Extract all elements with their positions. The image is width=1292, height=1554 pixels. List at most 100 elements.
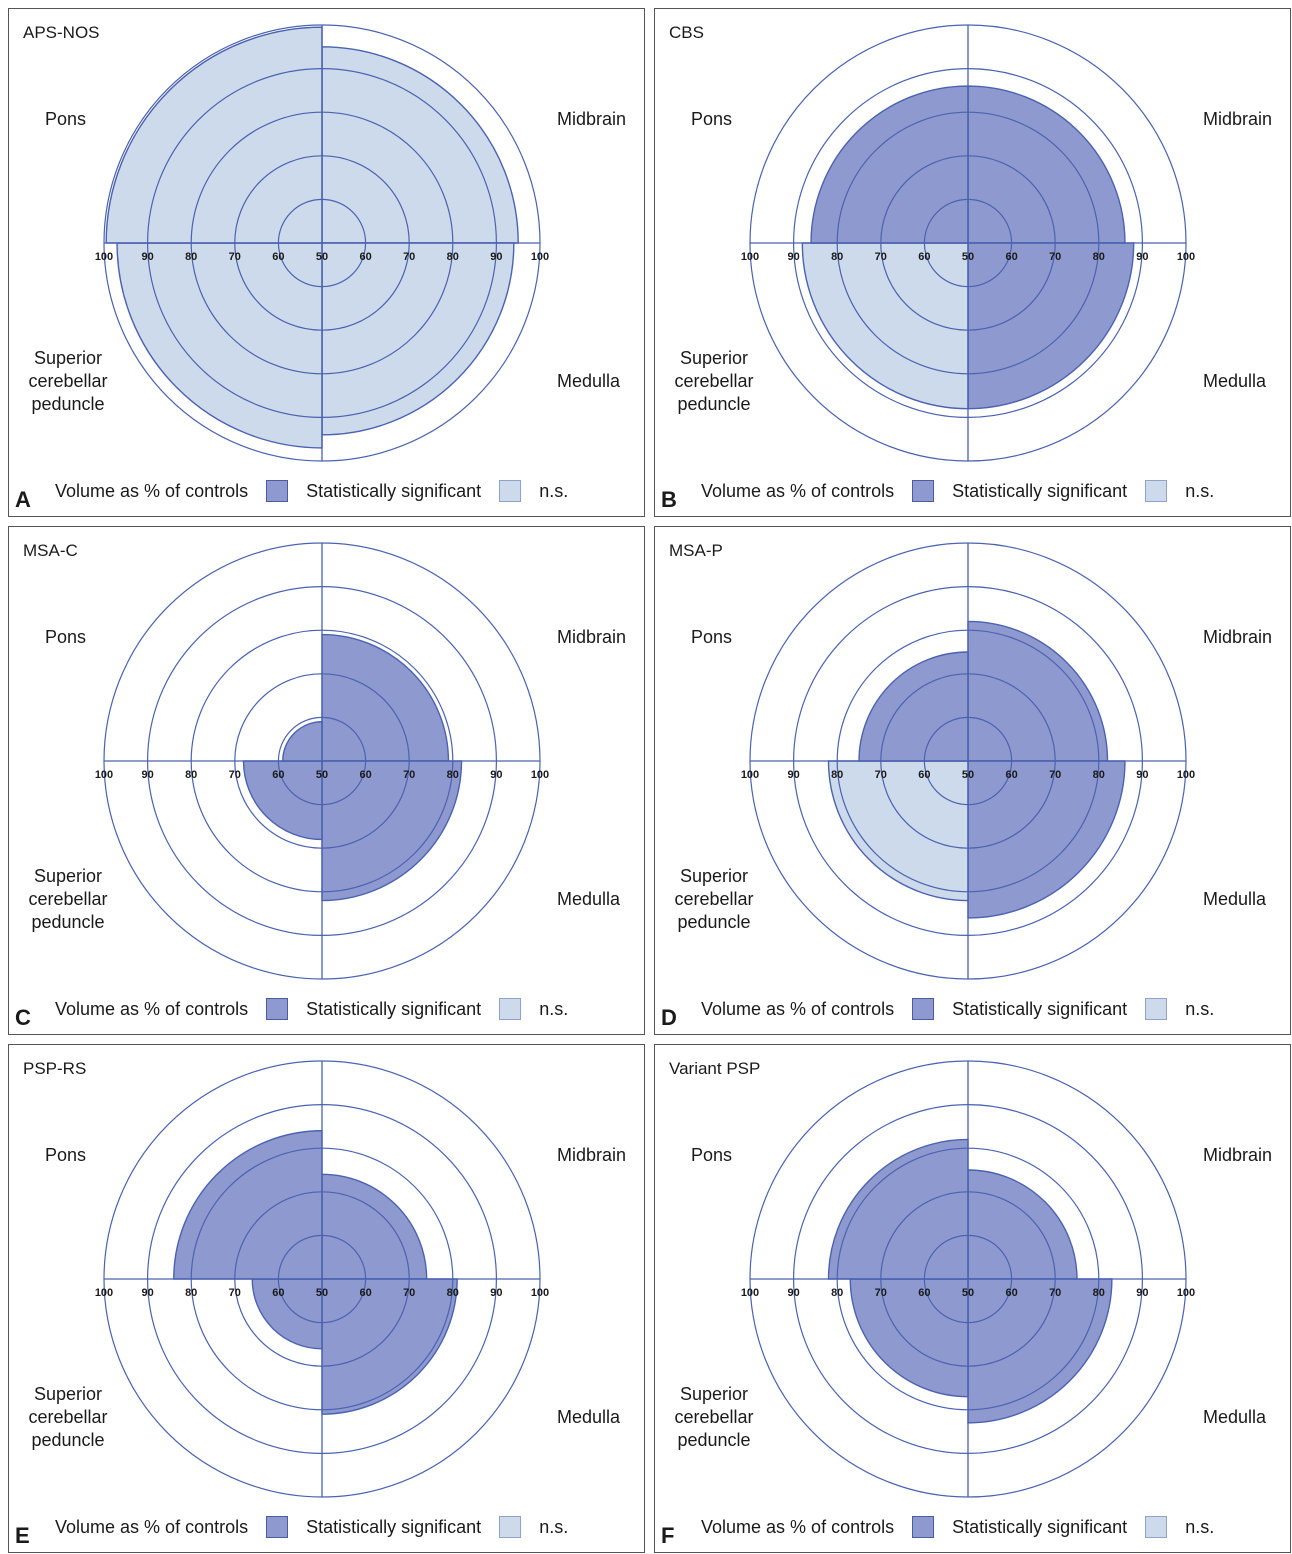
sector-medulla <box>321 1278 458 1415</box>
label-superior-cerebellar-peduncle: Superior cerebellar peduncle <box>674 1384 754 1450</box>
sector-scp <box>849 1278 969 1398</box>
tick-label: 60 <box>1005 251 1017 263</box>
tick-label: 90 <box>787 769 799 781</box>
label-pons: Pons <box>691 627 733 647</box>
tick-label: 50 <box>962 251 974 263</box>
sector-scp <box>801 242 969 410</box>
panel-title: MSA-C <box>23 541 78 560</box>
sector-medulla <box>967 760 1126 919</box>
legend-label-ns: n.s. <box>1185 998 1215 1019</box>
legend-title: Volume as % of controls <box>55 998 249 1019</box>
chart-panel-b: 100 90 80 70 60 50 60 70 80 90 100 CBS Pons Midbrain S… <box>654 8 1291 517</box>
sector-scp <box>116 242 323 449</box>
tick-label: 90 <box>1136 769 1148 781</box>
tick-label: 70 <box>229 1287 241 1299</box>
tick-label: 70 <box>403 769 415 781</box>
sector-scp <box>827 760 969 902</box>
legend-label-significant: Statistically significant <box>952 1516 1128 1537</box>
legend-swatch-significant <box>912 998 935 1020</box>
tick-label: 90 <box>141 1287 153 1299</box>
tick-label: 100 <box>741 769 759 781</box>
chart-panel-d: 100 90 80 70 60 50 60 70 80 90 100 MSA-P Pons Midbrai… <box>654 526 1291 1035</box>
tick-label: 60 <box>272 251 284 263</box>
legend-title: Volume as % of controls <box>55 1516 249 1537</box>
tick-label: 80 <box>1093 1287 1105 1299</box>
tick-label: 100 <box>1177 1287 1195 1299</box>
legend: Volume as % of controls Statistically sig… <box>55 1516 568 1538</box>
label-medulla: Medulla <box>1202 371 1266 391</box>
chart-panel-e: 100 90 80 70 60 50 60 70 80 90 100 PSP-RS Pons Midbra… <box>8 1044 645 1553</box>
tick-label: 90 <box>1136 1287 1148 1299</box>
legend-label-significant: Statistically significant <box>306 1516 482 1537</box>
panel-title: CBS <box>669 23 704 42</box>
panel-letter: D <box>661 1005 677 1030</box>
sector-pons <box>105 26 323 244</box>
tick-label: 80 <box>185 1287 197 1299</box>
tick-label: 80 <box>447 1287 459 1299</box>
label-medulla: Medulla <box>1202 889 1266 909</box>
tick-label: 100 <box>1177 769 1195 781</box>
tick-label: 80 <box>185 769 197 781</box>
sector-medulla <box>321 760 463 902</box>
tick-label: 90 <box>141 769 153 781</box>
label-superior-cerebellar-peduncle: Superior cerebellar peduncle <box>28 1384 108 1450</box>
panel-letter: B <box>661 487 677 512</box>
panel-title: MSA-P <box>669 541 723 560</box>
tick-label: 60 <box>918 1287 930 1299</box>
tick-label: 90 <box>787 251 799 263</box>
label-pons: Pons <box>691 1145 733 1165</box>
sector-pons <box>173 1130 323 1280</box>
legend: Volume as % of controls Statistically sig… <box>55 998 568 1020</box>
legend-swatch-significant <box>266 1516 289 1538</box>
tick-label: 60 <box>918 251 930 263</box>
tick-label: 80 <box>185 251 197 263</box>
tick-label: 50 <box>962 769 974 781</box>
legend-label-significant: Statistically significant <box>952 998 1128 1019</box>
legend-label-significant: Statistically significant <box>306 480 482 501</box>
legend-title: Volume as % of controls <box>701 480 895 501</box>
label-medulla: Medulla <box>556 371 620 391</box>
label-medulla: Medulla <box>556 1407 620 1427</box>
sector-midbrain <box>967 1169 1078 1280</box>
tick-label: 70 <box>1049 769 1061 781</box>
label-pons: Pons <box>45 109 87 129</box>
polar-area-chart: 100 90 80 70 60 50 60 70 80 90 100 <box>95 24 549 462</box>
tick-label: 50 <box>316 769 328 781</box>
sector-pons <box>858 651 969 762</box>
panel-letter: A <box>15 487 31 512</box>
label-midbrain: Midbrain <box>556 109 626 129</box>
tick-label: 60 <box>359 1287 371 1299</box>
polar-area-chart: 100 90 80 70 60 50 60 70 80 90 100 <box>741 24 1195 462</box>
legend: Volume as % of controls Statistically sig… <box>701 480 1214 502</box>
panel-title: Variant PSP <box>669 1059 761 1078</box>
panel-title: APS-NOS <box>23 23 100 42</box>
panel-letter: F <box>661 1523 675 1548</box>
tick-label: 80 <box>447 769 459 781</box>
legend-swatch-ns <box>1145 1516 1168 1538</box>
legend-label-significant: Statistically significant <box>952 480 1128 501</box>
legend-label-significant: Statistically significant <box>306 998 482 1019</box>
legend-swatch-significant <box>912 1516 935 1538</box>
chart-panel-a: 100 90 80 70 60 50 60 70 80 90 100 APS-NOS Pons Midbr… <box>8 8 645 517</box>
label-superior-cerebellar-peduncle: Superior cerebellar peduncle <box>674 866 754 932</box>
label-superior-cerebellar-peduncle: Superior cerebellar peduncle <box>28 866 108 932</box>
tick-label: 70 <box>875 769 887 781</box>
tick-label: 70 <box>875 251 887 263</box>
legend-label-ns: n.s. <box>539 480 569 501</box>
sector-medulla <box>967 242 1135 410</box>
legend-swatch-ns <box>1145 480 1168 502</box>
tick-label: 90 <box>490 769 502 781</box>
legend-swatch-ns <box>1145 998 1168 1020</box>
legend-swatch-ns <box>499 480 522 502</box>
tick-label: 90 <box>490 251 502 263</box>
label-midbrain: Midbrain <box>556 627 626 647</box>
polar-area-chart: 100 90 80 70 60 50 60 70 80 90 100 <box>95 542 549 980</box>
tick-label: 70 <box>403 1287 415 1299</box>
tick-label: 80 <box>1093 769 1105 781</box>
label-pons: Pons <box>45 1145 87 1165</box>
tick-label: 100 <box>1177 251 1195 263</box>
legend-swatch-significant <box>912 480 935 502</box>
tick-label: 70 <box>229 251 241 263</box>
sector-pons <box>827 1138 969 1280</box>
tick-label: 100 <box>95 1287 113 1299</box>
